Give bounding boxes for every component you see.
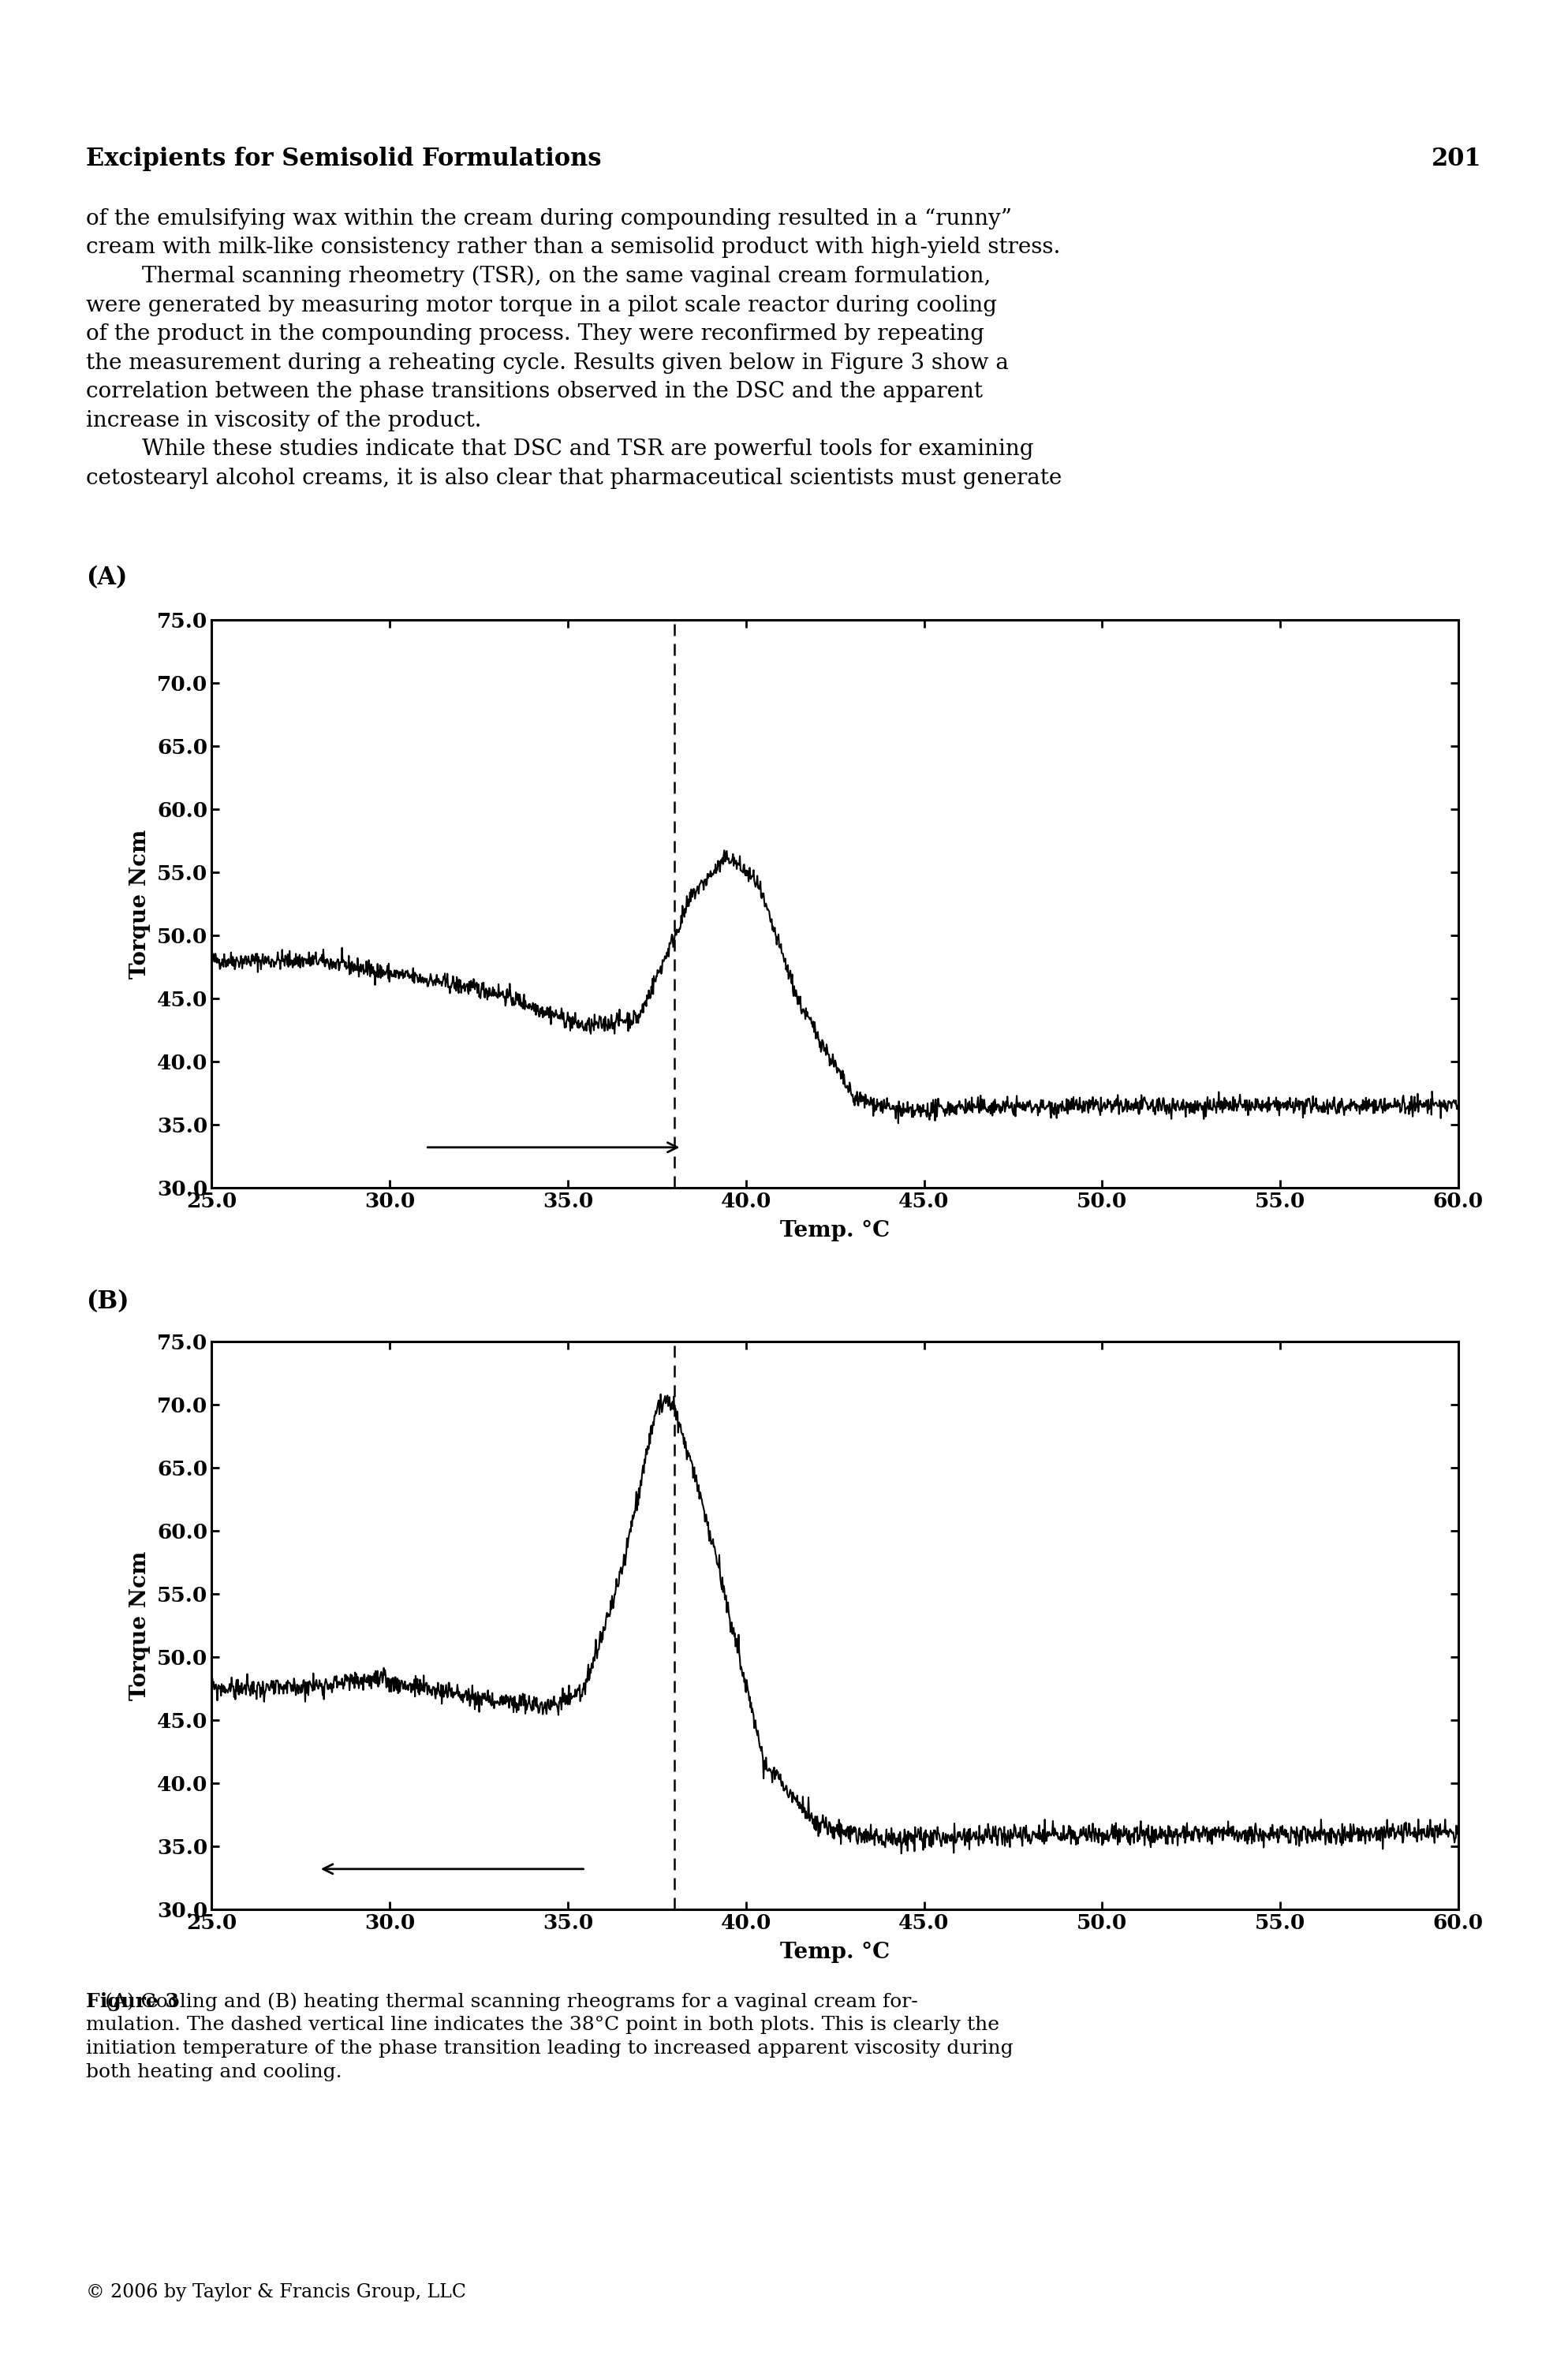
Text: (B): (B) [86, 1289, 129, 1313]
Y-axis label: Torque Ncm: Torque Ncm [129, 1550, 151, 1701]
Text: of the emulsifying wax within the cream during compounding resulted in a “runny”: of the emulsifying wax within the cream … [86, 208, 1062, 490]
Text: Excipients for Semisolid Formulations: Excipients for Semisolid Formulations [86, 147, 602, 170]
X-axis label: Temp. °C: Temp. °C [781, 1942, 889, 1964]
Y-axis label: Torque Ncm: Torque Ncm [129, 828, 151, 980]
Text: Figure 3: Figure 3 [86, 1992, 179, 2011]
Text: 201: 201 [1432, 147, 1482, 170]
Text: (A): (A) [86, 565, 127, 589]
Text: (A) Cooling and (B) heating thermal scanning rheograms for a vaginal cream for-
: (A) Cooling and (B) heating thermal scan… [86, 1992, 1013, 2082]
X-axis label: Temp. °C: Temp. °C [781, 1221, 889, 1242]
Text: © 2006 by Taylor & Francis Group, LLC: © 2006 by Taylor & Francis Group, LLC [86, 2283, 466, 2302]
